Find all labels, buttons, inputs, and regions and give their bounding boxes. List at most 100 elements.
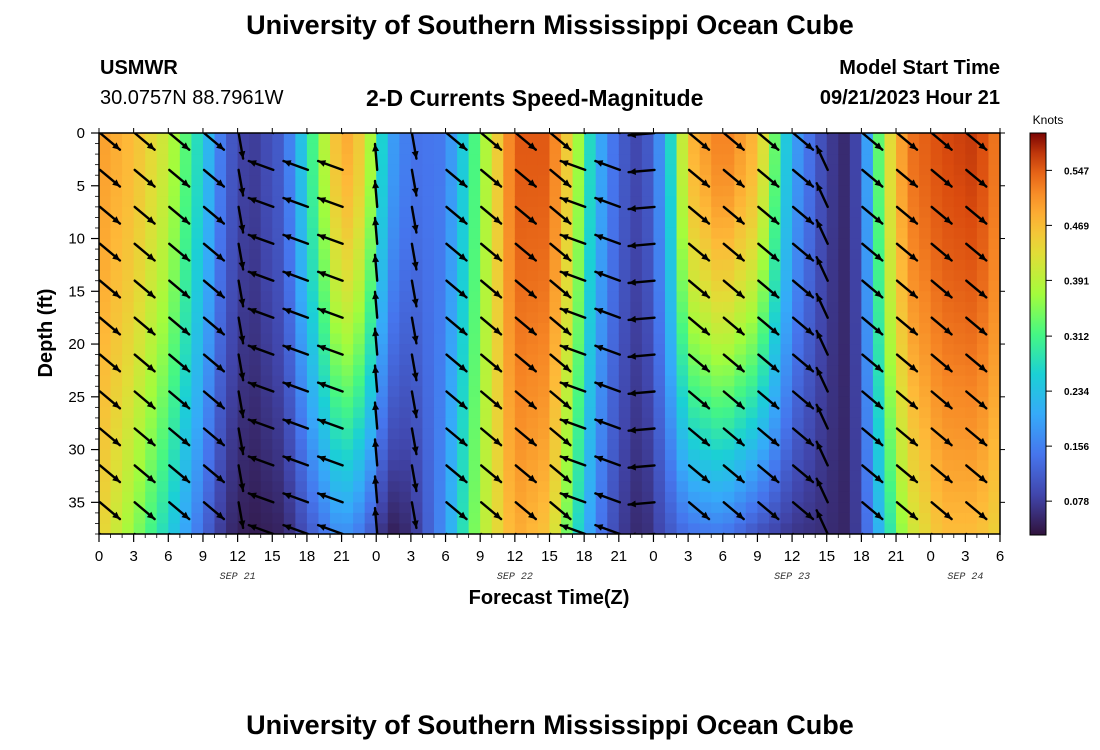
heatmap-cell xyxy=(884,502,897,514)
heatmap-cell xyxy=(618,196,631,208)
heatmap-cell xyxy=(965,227,978,240)
heatmap-cell xyxy=(861,164,874,176)
heatmap-cell xyxy=(433,143,447,155)
heatmap-cell xyxy=(942,291,955,303)
heatmap-cell xyxy=(156,154,169,166)
heatmap-cell xyxy=(330,354,343,366)
heatmap-cell xyxy=(930,238,943,250)
heatmap-cell xyxy=(491,502,504,514)
heatmap-cell xyxy=(561,133,574,145)
heatmap-cell xyxy=(526,481,539,493)
heatmap-cell xyxy=(711,196,724,208)
heatmap-cell xyxy=(468,470,481,482)
heatmap-cell xyxy=(745,206,759,219)
heatmap-cell xyxy=(341,259,354,271)
heatmap-cell xyxy=(283,143,296,155)
heatmap-cell xyxy=(364,417,377,430)
heatmap-cell xyxy=(468,386,481,398)
heatmap-cell xyxy=(399,206,412,219)
current-arrow xyxy=(445,205,468,225)
heatmap-cell xyxy=(110,196,123,208)
heatmap-cell xyxy=(734,333,747,345)
heatmap-cell xyxy=(745,396,759,408)
heatmap-cell xyxy=(734,449,747,461)
heatmap-cell xyxy=(376,206,389,219)
heatmap-cell xyxy=(226,154,239,166)
heatmap-cell xyxy=(907,439,920,451)
heatmap-cell xyxy=(768,133,782,145)
heatmap-cell xyxy=(838,417,851,430)
current-arrow xyxy=(687,168,711,188)
heatmap-cell xyxy=(953,470,966,482)
heatmap-cell xyxy=(376,396,389,408)
heatmap-cell xyxy=(711,206,724,219)
heatmap-cell xyxy=(976,280,990,292)
heatmap-cell xyxy=(168,175,181,187)
heatmap-cell xyxy=(537,365,551,377)
heatmap-cell xyxy=(526,133,539,145)
heatmap-cell xyxy=(826,249,839,261)
heatmap-cell xyxy=(133,333,146,345)
heatmap-cell xyxy=(272,333,285,345)
heatmap-cell xyxy=(399,270,412,282)
heatmap-cell xyxy=(272,270,285,282)
current-arrow xyxy=(133,390,156,410)
heatmap-cell xyxy=(930,460,943,472)
heatmap-cell xyxy=(330,322,343,335)
heatmap-cell xyxy=(965,185,978,197)
y-tick-label: 0 xyxy=(77,125,85,142)
current-arrow xyxy=(895,464,919,484)
heatmap-cell xyxy=(988,270,1000,282)
heatmap-cell xyxy=(306,270,320,282)
heatmap-cell xyxy=(815,449,828,461)
heatmap-cell xyxy=(145,333,158,345)
heatmap-cell xyxy=(584,449,597,461)
heatmap-cell xyxy=(803,333,816,345)
heatmap-cell xyxy=(561,354,574,366)
heatmap-cell xyxy=(364,460,377,472)
heatmap-cell xyxy=(745,417,759,430)
heatmap-cell xyxy=(745,344,759,356)
heatmap-cell xyxy=(272,523,285,534)
current-arrow xyxy=(815,292,829,319)
heatmap-cell xyxy=(942,439,955,451)
heatmap-cell xyxy=(226,365,239,377)
heatmap-cell xyxy=(491,407,504,419)
heatmap-cell xyxy=(514,439,527,451)
heatmap-cell xyxy=(457,344,470,356)
heatmap-cell xyxy=(607,175,620,187)
heatmap-cell xyxy=(272,301,285,313)
heatmap-cell xyxy=(422,227,435,240)
heatmap-cell xyxy=(387,217,400,229)
heatmap-cell xyxy=(295,280,308,292)
current-arrow xyxy=(372,401,380,430)
heatmap-cell xyxy=(676,312,689,324)
current-arrow xyxy=(930,501,953,521)
heatmap-cell xyxy=(353,133,366,145)
heatmap-cell xyxy=(168,512,181,525)
x-tick-label: 15 xyxy=(264,548,281,565)
current-arrow xyxy=(133,427,156,447)
heatmap-cell xyxy=(688,312,701,324)
heatmap-cell xyxy=(711,280,724,292)
heatmap-cell xyxy=(283,196,296,208)
heatmap-cell xyxy=(745,470,759,482)
heatmap-cell xyxy=(318,407,331,419)
heatmap-cell xyxy=(272,460,285,472)
heatmap-cell xyxy=(156,175,169,187)
heatmap-cell xyxy=(537,460,551,472)
heatmap-cell xyxy=(468,301,481,313)
heatmap-cell xyxy=(179,439,193,451)
heatmap-cell xyxy=(595,365,608,377)
heatmap-cell xyxy=(861,460,874,472)
heatmap-cell xyxy=(341,280,354,292)
heatmap-cell xyxy=(318,259,331,271)
heatmap-cell xyxy=(318,523,331,534)
heatmap-cell xyxy=(387,270,400,282)
heatmap-cell xyxy=(919,227,932,240)
heatmap-cell xyxy=(122,217,135,229)
heatmap-cell xyxy=(896,386,909,398)
heatmap-cell xyxy=(145,407,158,419)
heatmap-cell xyxy=(214,344,227,356)
heatmap-cell xyxy=(768,154,782,166)
